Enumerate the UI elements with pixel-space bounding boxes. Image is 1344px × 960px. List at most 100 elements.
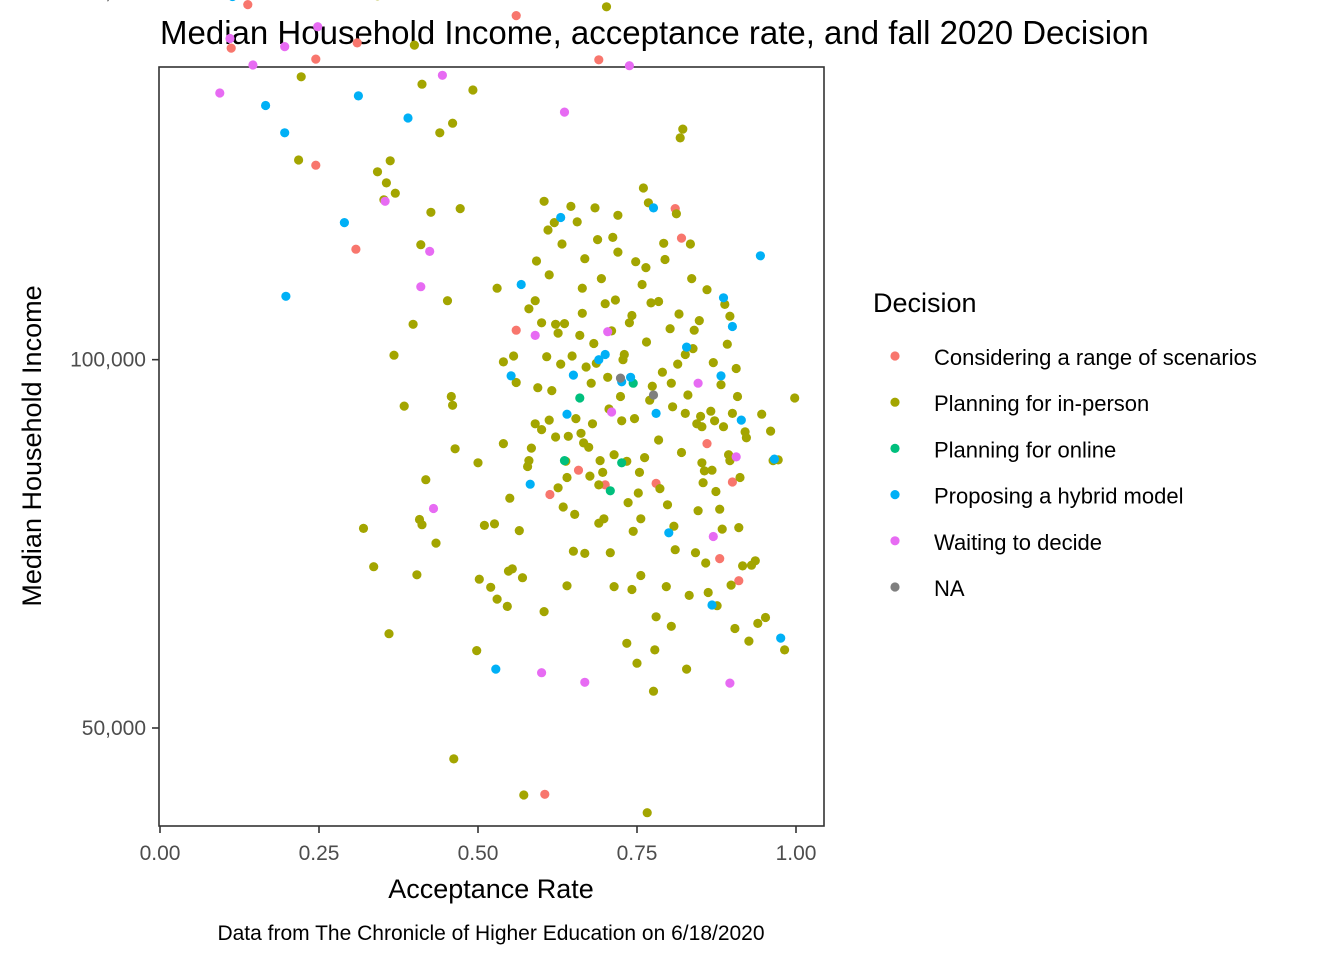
- data-point-1-59: [511, 377, 521, 388]
- data-point-0-19: [545, 489, 555, 500]
- data-point-3-22: [626, 372, 636, 382]
- data-point-4-12: [380, 196, 390, 206]
- data-point-1-22: [417, 79, 427, 89]
- data-point-1-54: [502, 601, 512, 612]
- data-point-1-51: [486, 582, 496, 592]
- data-point-1-181: [589, 338, 599, 349]
- data-point-1-57: [498, 439, 508, 449]
- data-point-1-144: [715, 504, 725, 514]
- data-point-1-165: [760, 612, 771, 623]
- data-point-3-29: [727, 321, 738, 332]
- data-point-1-210: [605, 548, 615, 558]
- legend-label-3: Proposing a hybrid model: [934, 484, 1183, 509]
- chart-caption: Data from The Chronicle of Higher Educat…: [217, 922, 764, 945]
- data-point-1-208: [576, 428, 586, 438]
- data-point-4-27: [731, 452, 741, 462]
- data-point-0-10: [311, 54, 321, 64]
- data-point-1-236: [543, 225, 553, 235]
- data-point-4-26: [725, 678, 735, 688]
- data-point-4-24: [693, 378, 703, 388]
- data-point-1-104: [627, 584, 637, 595]
- data-point-1-218: [711, 486, 721, 497]
- data-point-0-12: [311, 160, 321, 170]
- data-point-5-0: [615, 373, 626, 383]
- data-point-4-16: [428, 503, 439, 514]
- data-point-1-63: [526, 443, 537, 453]
- data-point-1-90: [596, 274, 607, 284]
- data-point-3-13: [339, 218, 349, 228]
- data-point-1-82: [580, 254, 590, 264]
- data-point-1-65: [533, 383, 543, 393]
- data-point-4-21: [603, 327, 613, 337]
- data-point-4-22: [607, 407, 617, 417]
- data-point-1-203: [514, 526, 524, 536]
- legend-title: Decision: [873, 288, 977, 318]
- data-point-3-14: [491, 664, 501, 674]
- legend-key-0: [890, 351, 900, 361]
- data-point-1-159: [741, 433, 752, 443]
- data-point-1-130: [685, 239, 696, 249]
- data-point-4-13: [437, 70, 447, 80]
- y-tick-label: 150,000: [70, 0, 146, 3]
- data-point-0-13: [351, 244, 361, 254]
- data-point-1-32: [408, 319, 418, 329]
- data-point-1-44: [448, 400, 458, 410]
- data-point-1-40: [421, 475, 431, 485]
- data-point-1-119: [660, 254, 670, 265]
- data-point-1-68: [542, 352, 552, 362]
- data-point-1-96: [608, 232, 618, 242]
- data-point-3-36: [651, 408, 661, 418]
- data-point-1-238: [577, 308, 587, 318]
- data-point-1-182: [595, 456, 605, 466]
- data-point-1-138: [702, 285, 712, 295]
- data-point-0-18: [511, 325, 521, 335]
- data-point-1-198: [701, 558, 711, 568]
- data-point-1-202: [505, 493, 515, 503]
- data-point-1-145: [717, 524, 727, 534]
- data-point-2-3: [617, 458, 627, 468]
- data-point-1-241: [627, 310, 637, 321]
- data-point-1-61: [519, 790, 529, 800]
- data-point-0-14: [511, 11, 521, 21]
- data-point-1-69: [544, 415, 554, 425]
- data-point-3-19: [568, 370, 579, 380]
- data-point-1-31: [442, 296, 453, 306]
- data-point-3-16: [506, 371, 516, 381]
- data-point-1-157: [738, 561, 748, 571]
- legend-label-4: Waiting to decide: [934, 530, 1102, 555]
- data-point-1-74: [562, 472, 572, 483]
- data-point-1-212: [631, 257, 641, 267]
- data-point-1-137: [699, 466, 710, 476]
- data-point-1-228: [650, 645, 660, 655]
- data-point-1-46: [449, 754, 459, 764]
- data-point-1-17: [381, 178, 391, 188]
- data-point-1-155: [734, 523, 744, 533]
- data-point-1-83: [581, 362, 591, 372]
- data-point-4-9: [280, 42, 290, 52]
- data-point-1-41: [412, 570, 422, 580]
- data-point-3-24: [664, 528, 674, 538]
- data-point-1-200: [716, 380, 726, 390]
- data-point-1-118: [657, 367, 668, 377]
- data-point-1-193: [661, 582, 671, 592]
- data-point-1-227: [636, 570, 646, 581]
- data-point-3-18: [556, 212, 566, 223]
- data-point-5-1: [648, 390, 659, 400]
- data-point-1-39: [417, 520, 427, 530]
- data-point-1-50: [474, 574, 484, 584]
- data-point-3-28: [718, 293, 729, 303]
- data-point-4-18: [537, 668, 547, 678]
- data-point-3-17: [525, 479, 535, 489]
- data-point-4-19: [559, 107, 570, 117]
- legend-key-1: [890, 397, 900, 407]
- data-point-1-103: [624, 318, 635, 328]
- data-point-1-43: [446, 391, 456, 402]
- data-point-1-192: [655, 484, 665, 494]
- data-point-3-12: [403, 113, 413, 123]
- x-axis-title: Acceptance Rate: [388, 874, 594, 904]
- data-point-3-7: [229, 0, 236, 2]
- data-point-1-180: [585, 471, 595, 481]
- y-tick-label: 50,000: [82, 717, 146, 740]
- data-point-1-173: [524, 456, 534, 466]
